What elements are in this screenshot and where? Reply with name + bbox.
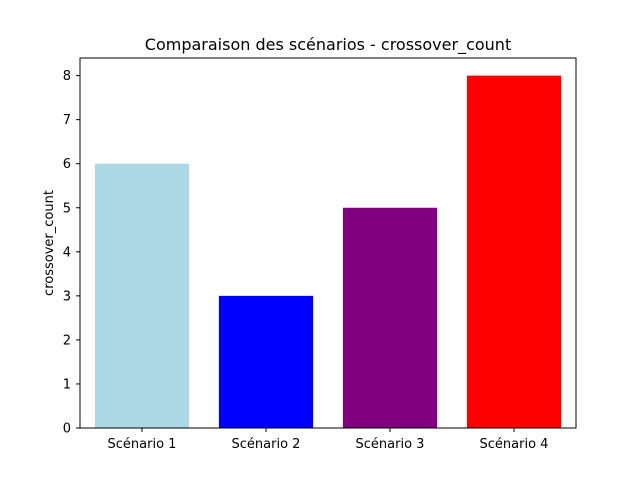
plot-frame [79,57,577,429]
x-tick-label: Scénario 1 [108,437,177,452]
y-tick-label: 6 [63,157,71,172]
y-axis-label: crossover_count [42,190,57,296]
bars-layer [94,75,562,429]
y-tick-label: 1 [63,377,71,392]
bar-4 [466,75,562,429]
y-tick-label: 5 [63,201,71,216]
x-tick-label: Scénario 3 [356,437,425,452]
bar-3 [342,207,438,428]
y-tick-label: 2 [63,333,71,348]
y-tick-label: 4 [63,245,71,260]
chart-title: Comparaison des scénarios - crossover_co… [145,35,511,55]
y-tick-label: 8 [63,69,71,84]
y-tick-label: 7 [63,113,71,128]
y-tick-label: 3 [63,289,71,304]
x-tick-label: Scénario 4 [480,437,549,452]
y-ticks-layer: 0 1 2 3 4 5 6 7 8 [63,69,80,437]
bar-2 [218,295,314,428]
y-tick-label: 0 [63,422,71,437]
x-ticks-layer: Scénario 1 Scénario 2 Scénario 3 Scénario 4 [108,428,549,452]
bar-1 [94,163,190,428]
x-tick-label: Scénario 2 [232,437,301,452]
